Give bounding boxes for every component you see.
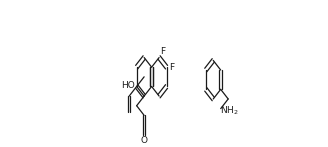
Text: NH$_2$: NH$_2$	[220, 105, 239, 117]
Text: HO: HO	[122, 81, 135, 90]
Text: O: O	[141, 136, 148, 145]
Text: F: F	[169, 63, 174, 72]
Text: F: F	[160, 47, 166, 56]
